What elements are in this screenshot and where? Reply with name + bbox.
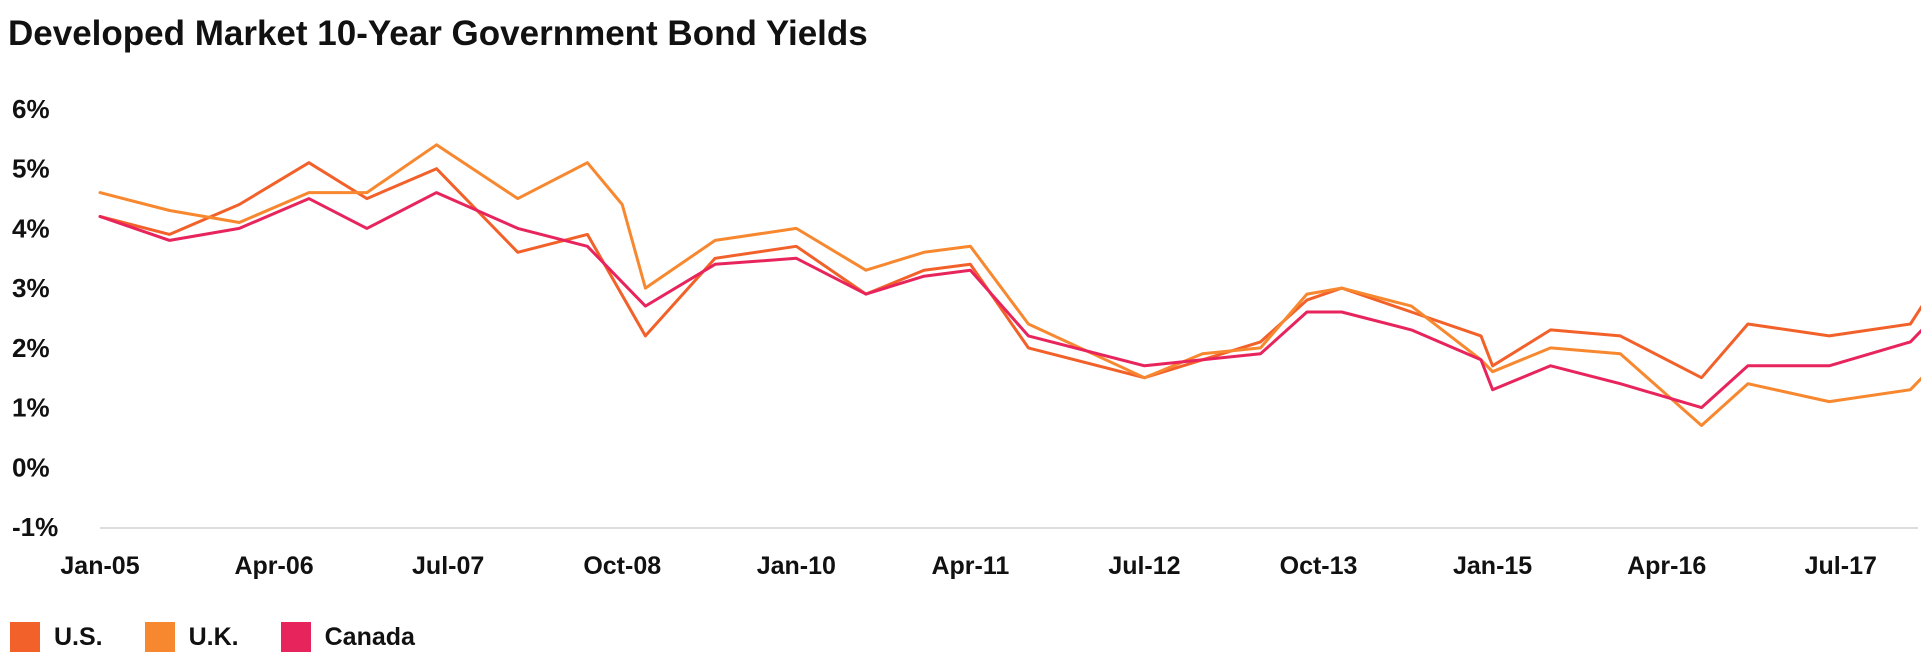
chart-title: Developed Market 10-Year Government Bond…: [8, 14, 868, 53]
y-tick-label: 5%: [12, 154, 50, 184]
legend-item: U.K.: [144, 622, 239, 652]
x-tick-label: Jan-15: [1453, 552, 1532, 580]
y-tick-label: 1%: [12, 393, 50, 423]
series-line-canada: [98, 191, 1921, 410]
legend-swatch: [10, 622, 40, 652]
y-tick-label: 6%: [12, 94, 50, 124]
y-tick-label: 3%: [12, 273, 50, 303]
x-tick-label: Apr-16: [1627, 552, 1706, 580]
x-tick-label: Jul-07: [412, 552, 484, 580]
y-tick-label: -1%: [12, 512, 58, 542]
chart-legend: U.S. U.K. Canada: [10, 622, 457, 652]
x-tick-label: Jul-12: [1108, 552, 1180, 580]
x-tick-label: Apr-06: [234, 552, 313, 580]
series-line-u-k: [98, 143, 1921, 427]
x-tick-label: Oct-13: [1280, 552, 1358, 580]
legend-label: Canada: [324, 622, 415, 651]
y-tick-label: 0%: [12, 452, 50, 482]
legend-item: Canada: [280, 622, 415, 652]
legend-item: U.S.: [10, 622, 103, 652]
legend-swatch: [144, 622, 175, 652]
x-tick-label: Jan-05: [60, 552, 139, 580]
legend-label: U.K.: [188, 622, 239, 651]
x-tick-label: Oct-08: [583, 552, 661, 580]
x-tick-label: Jan-10: [757, 552, 836, 580]
series-line-u-s: [98, 161, 1921, 380]
legend-swatch: [280, 622, 311, 652]
y-tick-label: 4%: [12, 213, 50, 243]
x-tick-label: Jul-17: [1805, 552, 1877, 580]
x-tick-label: Apr-11: [931, 552, 1009, 580]
y-tick-label: 2%: [12, 333, 50, 363]
legend-label: U.S.: [54, 622, 103, 651]
